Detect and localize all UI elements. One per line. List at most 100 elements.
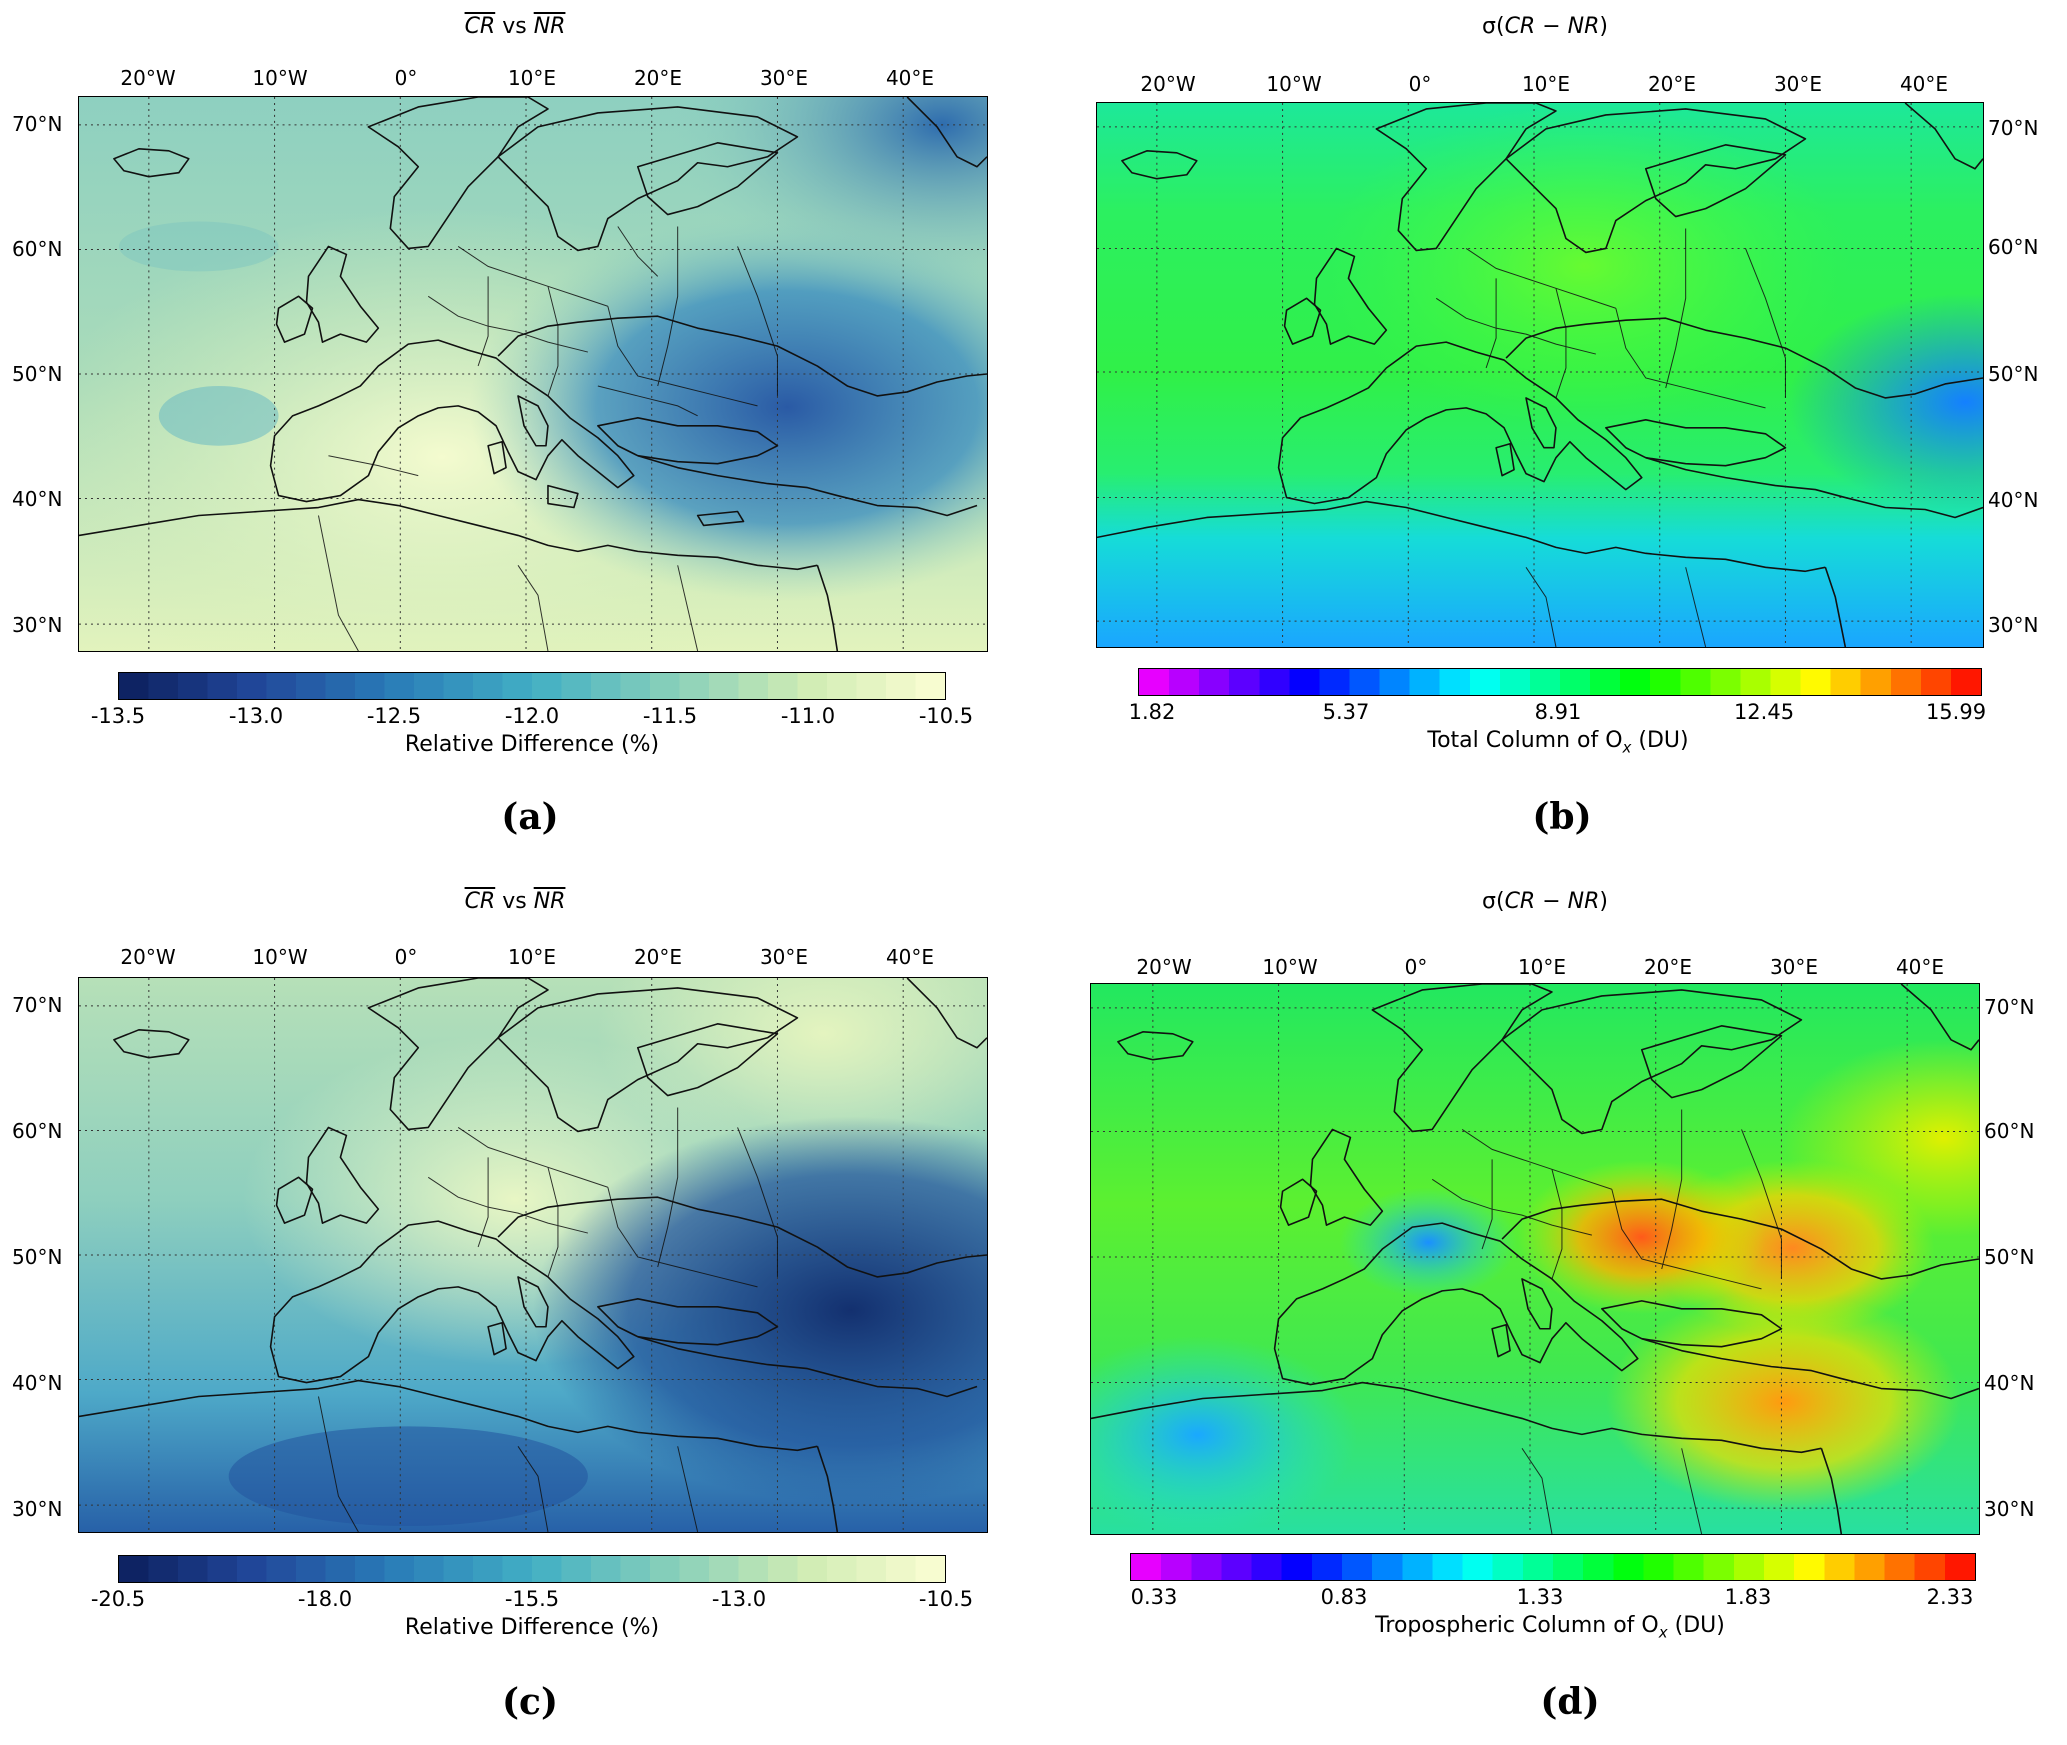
lon-label: 40°E	[885, 945, 935, 969]
colorbar-tick: -12.0	[504, 704, 560, 728]
lon-label: 10°W	[252, 945, 308, 969]
lon-label: 10°E	[1517, 955, 1567, 979]
lat-label: 30°N	[1988, 613, 2039, 637]
coastlines	[79, 97, 987, 651]
panel-b: σ(CR − NR) 20°W 10°W 0° 10°E 20°E 30°E 4…	[1030, 0, 2060, 870]
lon-label: 10°E	[507, 945, 557, 969]
lon-label: 10°W	[1266, 72, 1322, 96]
panel-label: (b)	[1532, 796, 1592, 838]
lon-label: 40°E	[885, 66, 935, 90]
colorbar-tick: 1.83	[1724, 1585, 1772, 1609]
map-title: σ(CR − NR)	[1482, 889, 1608, 914]
lon-label: 10°W	[1262, 955, 1318, 979]
colorbar-gradient	[1139, 669, 1981, 695]
colorbar-label: Total Column of Ox (DU)	[1427, 728, 1689, 757]
lon-label: 0°	[394, 945, 418, 969]
lon-label: 20°E	[1643, 955, 1693, 979]
lat-label: 70°N	[12, 112, 63, 136]
lon-label: 20°W	[120, 66, 176, 90]
colorbar	[1130, 1553, 1976, 1581]
colorbar-tick: 1.82	[1128, 700, 1176, 724]
lat-label: 30°N	[1984, 1497, 2035, 1521]
lon-label: 0°	[394, 66, 418, 90]
map-title: CR vs NR	[464, 889, 566, 914]
lat-label: 40°N	[12, 1371, 63, 1395]
colorbar-tick: 12.45	[1733, 700, 1795, 724]
colorbar-tick: -18.0	[297, 1587, 353, 1611]
lat-label: 60°N	[1984, 1119, 2035, 1143]
lon-label: 10°W	[252, 66, 308, 90]
colorbar-tick: 8.91	[1534, 700, 1582, 724]
colorbar	[118, 672, 946, 700]
lat-label: 60°N	[12, 237, 63, 261]
lon-label: 10°E	[507, 66, 557, 90]
colorbar-gradient	[1131, 1554, 1975, 1580]
map-title: σ(CR − NR)	[1482, 14, 1608, 39]
panel-c: CR vs NR 20°W 10°W 0° 10°E 20°E 30°E 40°…	[0, 875, 1030, 1745]
panel-label: (c)	[502, 1681, 558, 1723]
lat-label: 40°N	[1988, 488, 2039, 512]
lat-label: 70°N	[12, 993, 63, 1017]
colorbar	[118, 1555, 946, 1583]
colorbar-gradient	[119, 673, 945, 699]
colorbar-tick: -20.5	[90, 1587, 146, 1611]
lon-label: 30°E	[759, 945, 809, 969]
map-title: CR vs NR	[464, 14, 566, 39]
colorbar-tick: -10.5	[918, 704, 974, 728]
lon-label: 40°E	[1899, 72, 1949, 96]
europe-map	[1091, 984, 1979, 1534]
colorbar-tick: 0.33	[1130, 1585, 1178, 1609]
map-area	[78, 977, 988, 1533]
colorbar-tick: 0.83	[1320, 1585, 1368, 1609]
lon-label: 40°E	[1895, 955, 1945, 979]
lat-label: 50°N	[12, 362, 63, 386]
lon-label: 10°E	[1521, 72, 1571, 96]
colorbar-tick: -10.5	[918, 1587, 974, 1611]
map-area	[1090, 983, 1980, 1535]
panel-d: σ(CR − NR) 20°W 10°W 0° 10°E 20°E 30°E 4…	[1030, 875, 2060, 1745]
lon-label: 20°W	[120, 945, 176, 969]
colorbar-gradient	[119, 1556, 945, 1582]
lat-label: 70°N	[1988, 116, 2039, 140]
lat-label: 50°N	[12, 1245, 63, 1269]
lat-label: 60°N	[12, 1119, 63, 1143]
panel-a: CR vs NR 20°W 10°W 0° 10°E 20°E 30°E 40°…	[0, 0, 1030, 870]
europe-map	[79, 97, 987, 651]
lat-label: 50°N	[1984, 1245, 2035, 1269]
lon-label: 30°E	[1773, 72, 1823, 96]
lon-label: 0°	[1408, 72, 1432, 96]
lat-label: 40°N	[1984, 1371, 2035, 1395]
lon-label: 30°E	[759, 66, 809, 90]
colorbar-tick: -15.5	[504, 1587, 560, 1611]
map-area	[78, 96, 988, 652]
lat-label: 40°N	[12, 487, 63, 511]
colorbar	[1138, 668, 1982, 696]
country-borders	[317, 226, 778, 651]
lon-label: 20°W	[1136, 955, 1192, 979]
colorbar-tick: -13.0	[228, 704, 284, 728]
lat-label: 30°N	[12, 1497, 63, 1521]
colorbar-tick: -13.0	[711, 1587, 767, 1611]
lat-label: 70°N	[1984, 995, 2035, 1019]
colorbar-tick: -11.0	[780, 704, 836, 728]
colorbar-tick: -11.5	[642, 704, 698, 728]
lat-label: 60°N	[1988, 235, 2039, 259]
europe-map	[1097, 103, 1983, 647]
colorbar-tick: -12.5	[366, 704, 422, 728]
colorbar-label: Tropospheric Column of Ox (DU)	[1375, 1613, 1725, 1642]
colorbar-tick: 5.37	[1322, 700, 1370, 724]
europe-map	[79, 978, 987, 1532]
lon-label: 0°	[1404, 955, 1428, 979]
panel-label: (a)	[501, 796, 559, 838]
lon-label: 20°E	[1647, 72, 1697, 96]
lon-label: 20°E	[633, 66, 683, 90]
colorbar-tick: 1.33	[1516, 1585, 1564, 1609]
lon-label: 20°E	[633, 945, 683, 969]
graticule	[79, 97, 987, 651]
map-area	[1096, 102, 1984, 648]
colorbar-tick: 2.33	[1926, 1585, 1974, 1609]
colorbar-tick: 15.99	[1925, 700, 1987, 724]
lon-label: 30°E	[1769, 955, 1819, 979]
lat-label: 50°N	[1988, 362, 2039, 386]
colorbar-label: Relative Difference (%)	[404, 1615, 660, 1640]
